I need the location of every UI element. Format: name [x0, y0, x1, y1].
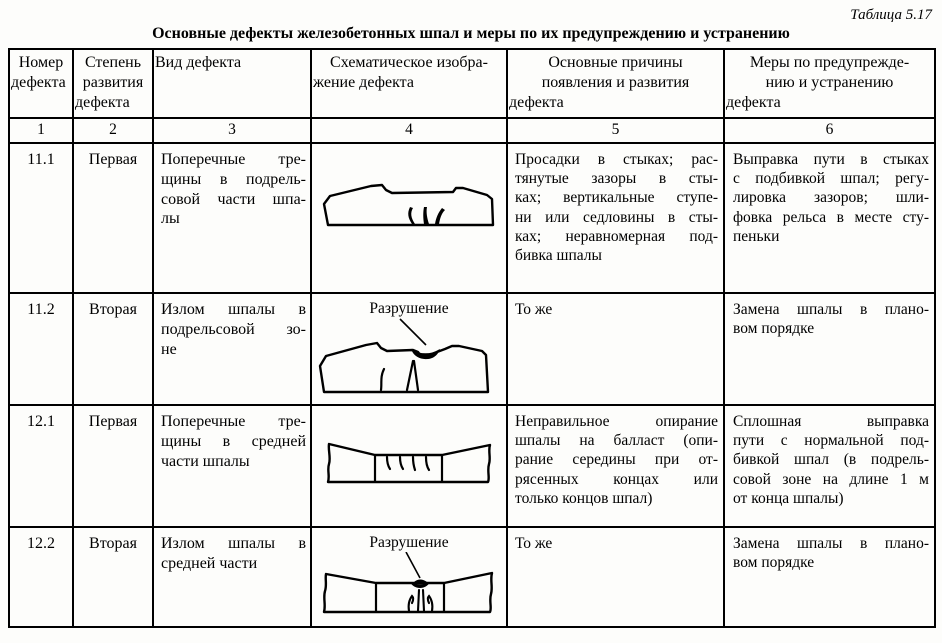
defects-table: Номер дефекта Степень развития дефекта Вид …: [8, 48, 936, 628]
sleeper-middle-fracture-drawing: [322, 552, 494, 614]
defect-causes: Неправильное опирание шпалы на балласт (о…: [506, 404, 725, 528]
destruction-label: Разрушение: [369, 534, 449, 551]
defect-measures: Выправка пути в стыках с подбивкой шпал; …: [723, 142, 936, 294]
col-header-defect-number: Номер дефекта: [8, 48, 74, 119]
defect-schematic-cell: [310, 404, 508, 528]
defect-type: Поперечные тре-щины в подрель-совой част…: [152, 142, 312, 294]
column-number-4: 4: [310, 117, 508, 144]
defect-degree: Первая: [72, 142, 154, 294]
defect-schematic-cell: [310, 142, 508, 294]
defect-measures: Сплошная выправка пути с нормальной под-б…: [723, 404, 936, 528]
defect-schematic-cell: Разрушение: [310, 526, 508, 628]
defect-causes: То же: [506, 292, 725, 406]
defect-degree: Первая: [72, 404, 154, 528]
defect-degree: Вторая: [72, 292, 154, 406]
table-row-12-1: 12.1 Первая Поперечные тре-щины в средне…: [8, 404, 936, 528]
defect-measures: Замена шпалы в плано-вом порядке: [723, 526, 936, 628]
table-row-12-2: 12.2 Вторая Излом шпалы в средней части Р…: [8, 526, 936, 628]
defect-type: Излом шпалы в средней части: [152, 526, 312, 628]
col-header-degree: Степень развития дефекта: [72, 48, 154, 119]
defect-type: Поперечные тре-щины в средней части шпалы: [152, 404, 312, 528]
col-header-defect-type: Вид дефекта: [152, 48, 312, 119]
header-row: Номер дефекта Степень развития дефекта Вид …: [8, 48, 936, 119]
col-header-measures: Меры по предупрежде-нию и устранению дефе…: [723, 48, 936, 119]
destruction-label: Разрушение: [369, 300, 449, 317]
defect-number: 12.1: [8, 404, 74, 528]
table-row-11-2: 11.2 Вторая Излом шпалы в подрельсовой зо…: [8, 292, 936, 406]
defect-number: 11.2: [8, 292, 74, 406]
table-title: Основные дефекты железобетонных шпал и м…: [152, 25, 790, 42]
column-numbers-row: 1 2 3 4 5 6: [8, 117, 936, 144]
sleeper-end-cracks-drawing: [322, 183, 495, 227]
defect-number: 12.2: [8, 526, 74, 628]
column-number-3: 3: [152, 117, 312, 144]
table-row-11-1: 11.1 Первая Поперечные тре-щины в подрел…: [8, 142, 936, 294]
col-header-causes: Основные причины появления и развития дефе…: [506, 48, 725, 119]
sleeper-end-fracture-drawing: [318, 318, 490, 394]
defect-measures: Замена шпалы в плано-вом порядке: [723, 292, 936, 406]
defect-causes: Просадки в стыках; рас-тянутые зазоры в …: [506, 142, 725, 294]
column-number-1: 1: [8, 117, 74, 144]
sleeper-middle-cracks-drawing: [326, 442, 492, 484]
defect-degree: Вторая: [72, 526, 154, 628]
col-header-schematic: Схематическое изобра-жение дефекта: [310, 48, 508, 119]
table-caption: Таблица 5.17: [850, 7, 932, 23]
defect-type: Излом шпалы в подрельсовой зо-не: [152, 292, 312, 406]
defect-causes: То же: [506, 526, 725, 628]
column-number-2: 2: [72, 117, 154, 144]
defect-number: 11.1: [8, 142, 74, 294]
defect-schematic-cell: Разрушение: [310, 292, 508, 406]
column-number-5: 5: [506, 117, 725, 144]
column-number-6: 6: [723, 117, 936, 144]
